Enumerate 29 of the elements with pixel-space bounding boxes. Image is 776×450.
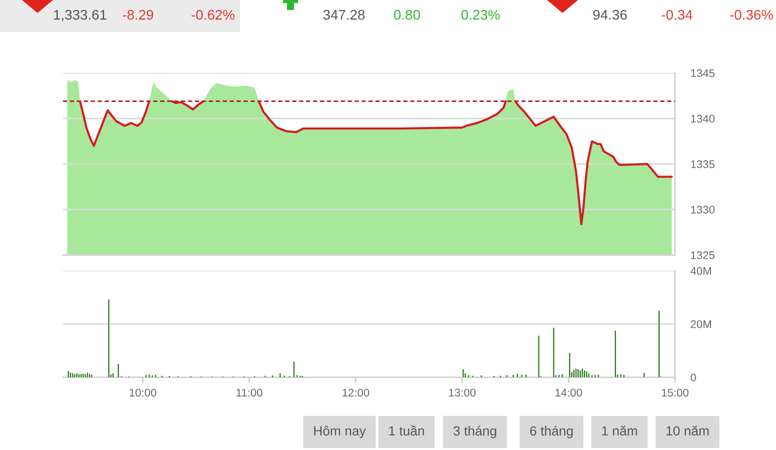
text: 0.23% <box>461 10 500 20</box>
text: -8.29 <box>122 10 154 20</box>
text: 347.28 <box>323 10 365 20</box>
x-tick-label: 11:00 <box>236 388 262 397</box>
text: 0.80 <box>394 10 420 20</box>
y-tick-label: 1335 <box>691 160 715 168</box>
y-tick-label: 40M <box>690 266 711 275</box>
y-tick-label: 0 <box>690 374 696 382</box>
y-tick-label: 1345 <box>691 69 715 78</box>
x-tick-label: 12:00 <box>342 388 370 397</box>
text: 6 tháng <box>530 426 573 438</box>
x-tick-label: 13:00 <box>449 388 476 397</box>
y-tick-label: 1330 <box>691 206 715 214</box>
text: 3 tháng <box>453 426 496 438</box>
text: Hôm nay <box>314 426 366 438</box>
text: 1 năm <box>602 426 637 436</box>
text: -0.36% <box>730 10 774 20</box>
x-tick-label: 10:00 <box>130 388 156 397</box>
text: 1,333.61 <box>54 10 106 22</box>
text: -0.34 <box>662 10 692 20</box>
x-tick-label: 15:00 <box>662 388 688 397</box>
text: 1 tuần <box>389 425 424 436</box>
y-tick-label: 1325 <box>691 251 715 260</box>
text: 10 năm <box>666 426 709 436</box>
text: 94.36 <box>593 10 627 20</box>
y-tick-label: 1340 <box>691 114 715 123</box>
text: -0.62% <box>192 10 235 20</box>
y-tick-label: 20M <box>690 320 711 328</box>
x-tick-label: 14:00 <box>556 388 582 397</box>
